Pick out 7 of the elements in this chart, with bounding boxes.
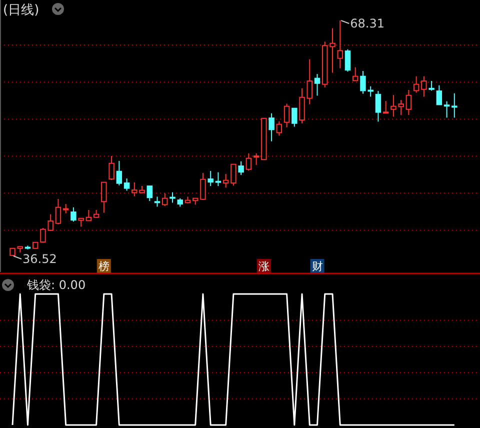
chart-title: 钱袋: 0.00: [26, 278, 86, 292]
annotation: 36.52: [22, 252, 57, 266]
annotation: 68.31: [350, 16, 384, 31]
chart-title: (日线): [3, 3, 40, 18]
annotation: 财: [312, 260, 323, 273]
annotation: 涨: [258, 260, 270, 273]
annotation: 榜: [98, 260, 110, 273]
